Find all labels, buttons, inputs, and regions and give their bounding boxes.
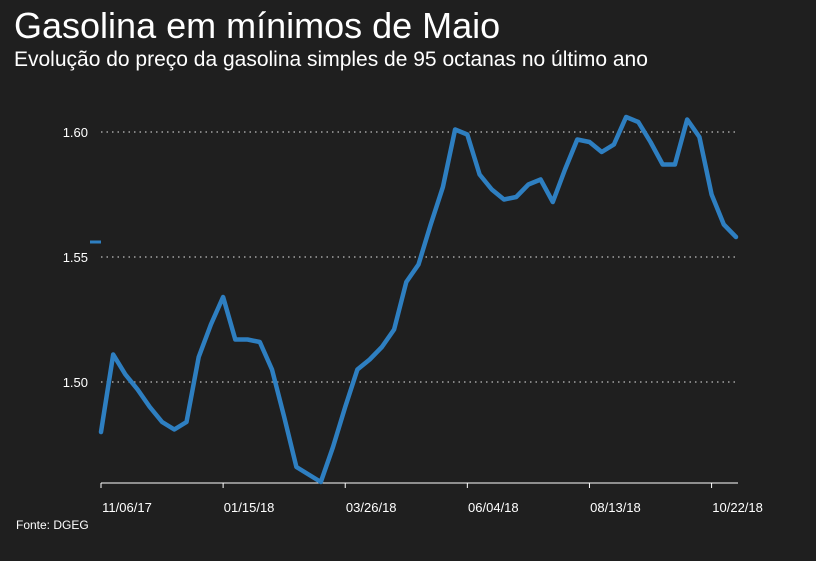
y-tick-label: 1.60 bbox=[63, 125, 88, 140]
y-tick-label: 1.50 bbox=[63, 375, 88, 390]
x-tick-label: 03/26/18 bbox=[346, 500, 397, 515]
source-note: Fonte: DGEG bbox=[16, 518, 89, 532]
chart-title: Gasolina em mínimos de Maio bbox=[14, 5, 501, 46]
x-tick-label: 11/06/17 bbox=[102, 500, 152, 515]
series-line bbox=[98, 114, 739, 485]
x-tick-label: 10/22/18 bbox=[712, 500, 763, 515]
x-tick-label: 06/04/18 bbox=[468, 500, 519, 515]
x-tick-label: 08/13/18 bbox=[590, 500, 641, 515]
chart-subtitle: Evolução do preço da gasolina simples de… bbox=[14, 48, 648, 71]
y-tick-label: 1.55 bbox=[63, 250, 88, 265]
x-tick-label: 01/15/18 bbox=[224, 500, 275, 515]
